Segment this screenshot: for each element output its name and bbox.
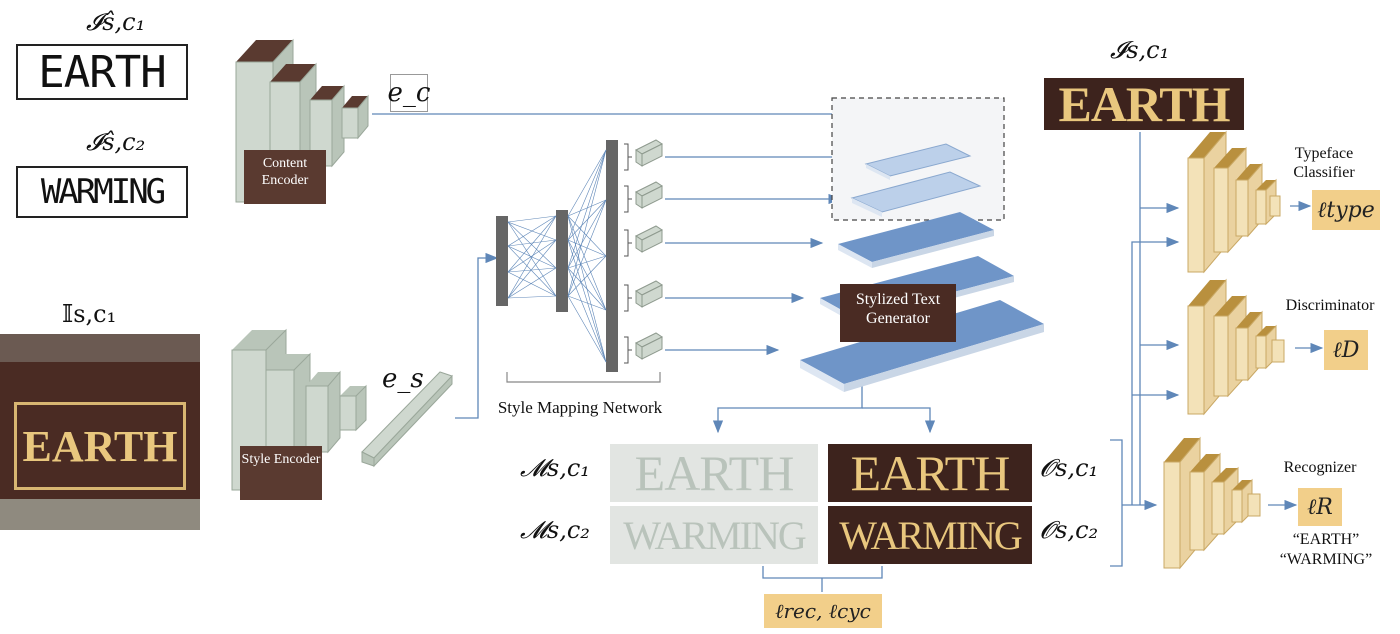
recognizer-word-1: “EARTH”	[1292, 531, 1360, 548]
output-bracket	[1110, 439, 1123, 567]
content-image-label-2: 𝓘ŝ,c₂	[86, 128, 146, 156]
stylized-output-warming: WARMING	[828, 506, 1032, 564]
output-label-2: 𝓞s,c₂	[1040, 516, 1099, 544]
content-encoder-label: Content Encoder	[244, 150, 326, 204]
reconstruction-loss: ℓrec, ℓcyc	[764, 594, 882, 628]
style-image-label: 𝕀s,c₁	[62, 300, 117, 328]
content-image-label-1: 𝓘ŝ,c₁	[86, 8, 146, 36]
style-feature-bar	[361, 371, 453, 468]
recognizer-label: Recognizer	[1283, 459, 1357, 476]
target-image-label: 𝓘s,c₁	[1110, 36, 1170, 64]
discriminator-label: Discriminator	[1285, 297, 1375, 314]
recognizer-word-2: “WARMING”	[1279, 551, 1373, 568]
stylized-output-earth: EARTH	[828, 444, 1032, 502]
mask-label-2: 𝓜s,c₂	[520, 516, 590, 544]
discriminator-loss: ℓD	[1324, 330, 1368, 370]
stylized-output-arrow	[862, 407, 936, 434]
content-image-warming: WARMING	[16, 166, 188, 218]
output-to-classifier	[1131, 236, 1180, 505]
style-image-photo: EARTH	[0, 334, 200, 530]
target-image: EARTH	[1044, 76, 1244, 132]
output-label-1: 𝓞s,c₁	[1040, 454, 1099, 482]
style-feature-label: e_s	[382, 364, 424, 394]
recognizer-blocks	[1163, 436, 1261, 570]
style-encoder-label: Style Encoder	[240, 446, 322, 500]
style-image-word: EARTH	[14, 402, 186, 490]
mask-output-warming: WARMING	[610, 506, 818, 564]
typeface-loss: ℓtype	[1312, 190, 1380, 230]
mask-output-arrow	[712, 385, 863, 434]
recognizer-loss: ℓR	[1298, 488, 1342, 526]
typeface-classifier-label: Typeface Classifier	[1293, 145, 1355, 182]
typeface-classifier-blocks	[1187, 130, 1281, 274]
style-feature-arrow	[455, 252, 499, 419]
generator-label: Stylized Text Generator	[840, 284, 956, 342]
content-feature-box: e_c	[387, 74, 431, 112]
mapping-bracket	[506, 372, 661, 383]
content-feature-label: e_c	[387, 78, 431, 108]
mask-label-1: 𝓜s,c₁	[520, 454, 590, 482]
mask-output-earth: EARTH	[610, 444, 818, 502]
content-image-earth: EARTH	[16, 44, 188, 100]
discriminator-blocks	[1187, 278, 1285, 416]
mapping-network-label: Style Mapping Network	[497, 398, 663, 417]
